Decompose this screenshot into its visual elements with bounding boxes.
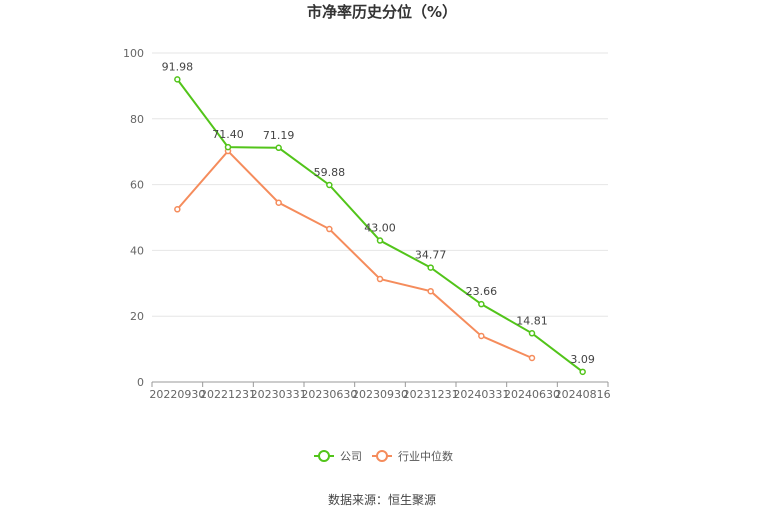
data-label: 91.98 [162, 60, 194, 73]
y-tick-label: 0 [137, 376, 144, 389]
legend-label: 行业中位数 [398, 449, 453, 463]
legend-marker-icon [318, 450, 330, 462]
y-tick-label: 80 [130, 113, 144, 126]
data-label: 14.81 [516, 314, 548, 327]
data-point [528, 354, 536, 362]
data-point [376, 237, 384, 244]
chart-title: 市净率历史分位（%） [307, 3, 457, 21]
legend-item-company[interactable]: 公司 [314, 450, 362, 463]
data-label: 43.00 [364, 222, 396, 235]
data-label: 71.40 [212, 128, 244, 141]
data-point [427, 264, 434, 271]
data-point [275, 199, 282, 206]
data-point [528, 330, 536, 337]
x-tick-label: 20240331 [453, 388, 509, 401]
x-tick-label: 20240816 [555, 388, 611, 401]
x-axis: 2022093020221231202303312023063020230930… [149, 381, 611, 401]
y-tick-label: 60 [130, 179, 144, 192]
x-tick-label: 20240630 [504, 388, 560, 401]
legend: 公司 行业中位数 [314, 449, 453, 463]
data-point [427, 287, 434, 295]
series-line-industry-median [176, 149, 533, 359]
data-label: 3.09 [570, 353, 595, 366]
data-point [224, 143, 232, 151]
grid-lines [152, 52, 608, 317]
legend-item-industry-median[interactable]: 行业中位数 [372, 449, 453, 463]
data-label: 23.66 [466, 285, 498, 298]
y-tick-label: 100 [123, 47, 144, 60]
data-point [478, 332, 485, 340]
x-tick-label: 20221231 [200, 388, 256, 401]
data-source: 数据来源：恒生聚源 [328, 492, 436, 507]
data-point [174, 206, 181, 213]
data-point [326, 225, 333, 233]
x-tick-label: 20230630 [301, 388, 357, 401]
data-label: 71.19 [263, 129, 295, 142]
data-point [174, 76, 181, 83]
x-tick-label: 20220930 [149, 388, 205, 401]
y-axis: 0 20 40 60 80 100 [123, 47, 144, 389]
legend-marker-icon [376, 450, 388, 462]
x-tick-label: 20230930 [352, 388, 408, 401]
data-label: 59.88 [314, 166, 346, 179]
y-tick-label: 20 [130, 310, 144, 323]
x-tick-label: 20231231 [403, 388, 459, 401]
data-label: 34.77 [415, 249, 447, 262]
plot-area: 91.98 71.40 71.19 59.88 43.00 34.77 23.66 14.81… [162, 60, 595, 376]
data-point [579, 368, 586, 376]
y-tick-label: 40 [130, 244, 144, 257]
data-point [326, 181, 333, 189]
legend-label: 公司 [340, 450, 362, 463]
data-point [478, 300, 485, 308]
data-point [275, 144, 282, 152]
x-tick-label: 20230331 [251, 388, 307, 401]
data-point [376, 275, 384, 283]
